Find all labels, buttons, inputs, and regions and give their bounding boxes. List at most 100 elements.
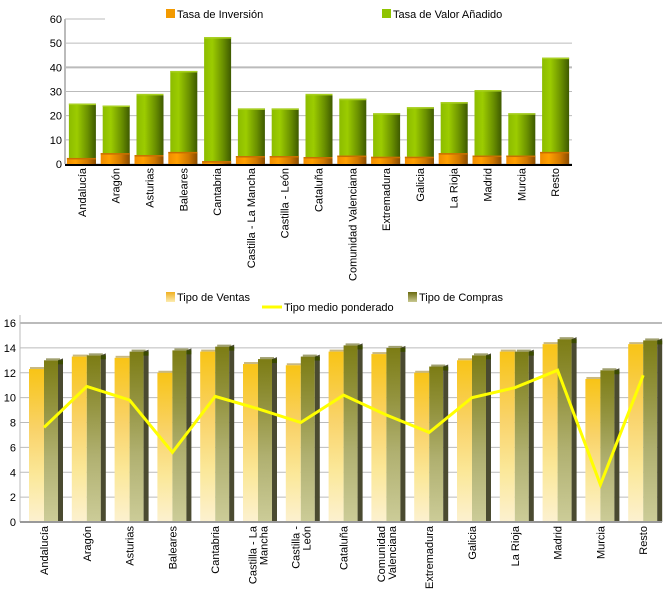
bar-top bbox=[540, 151, 570, 154]
bar-top bbox=[136, 93, 164, 96]
bar-depth bbox=[458, 358, 473, 361]
bar-depth bbox=[372, 352, 388, 355]
x-tick-label: Galicia bbox=[467, 525, 479, 560]
x-tick-label: Andalucía bbox=[77, 167, 89, 217]
x-tick-label: Cataluña bbox=[339, 525, 351, 570]
bar-tasa-de-valor-anadido-resto bbox=[542, 57, 570, 164]
y-tick-label: 4 bbox=[10, 467, 16, 479]
x-tick-label: La Rioja bbox=[449, 167, 461, 208]
x-tick-label: Comunidad Valenciana bbox=[347, 167, 359, 281]
bar-side bbox=[400, 345, 406, 522]
x-tick-label: Resto bbox=[550, 168, 562, 197]
bar-tipo-de-compras-baleares bbox=[172, 350, 187, 522]
bar-tipo-de-compras-galicia bbox=[472, 355, 486, 522]
bar-tipo-de-compras-murcia bbox=[600, 370, 615, 522]
bar-side-top bbox=[614, 370, 620, 375]
bar-tipo-de-compras-asturias bbox=[129, 351, 144, 522]
bar-tasa-de-inversion-madrid bbox=[472, 155, 502, 164]
bar-side bbox=[229, 344, 235, 522]
y-tick-label: 10 bbox=[4, 393, 16, 405]
y-tick-label: 0 bbox=[10, 517, 16, 529]
bar-top bbox=[474, 90, 502, 92]
bar-tasa-de-valor-anadido-galicia bbox=[406, 107, 434, 164]
bar-depth bbox=[474, 353, 488, 356]
x-tick-label: Aragón bbox=[82, 526, 94, 561]
x-tick-label: Castilla - La Mancha bbox=[246, 167, 258, 268]
bar-side bbox=[571, 337, 577, 522]
bar-side-top bbox=[357, 345, 363, 350]
bar-top bbox=[337, 155, 367, 158]
bar-top bbox=[134, 155, 164, 157]
x-tick-label: Cataluña bbox=[314, 167, 326, 212]
x-tick-label: Andalucía bbox=[39, 525, 51, 575]
bar-depth bbox=[30, 367, 45, 370]
bar-tipo-de-ventas-madrid bbox=[542, 344, 558, 522]
bar-side-top bbox=[571, 339, 577, 344]
bar-depth bbox=[602, 368, 617, 371]
bar-tipo-de-compras-andalucia bbox=[44, 360, 58, 522]
legend-label-tipo-compras: Tipo de Compras bbox=[419, 292, 503, 304]
bar-top bbox=[542, 57, 570, 60]
bar-top bbox=[237, 108, 265, 110]
legend-label-tasa-valor-anadido: Tasa de Valor Añadido bbox=[393, 9, 502, 21]
bar-side-top bbox=[186, 350, 192, 355]
bar-top bbox=[472, 155, 502, 158]
bar-tasa-de-inversion-castilla-leon bbox=[269, 156, 299, 164]
bar-tasa-de-inversion-resto bbox=[540, 151, 570, 164]
bar-top bbox=[204, 37, 232, 39]
bar-tasa-de-valor-anadido-comunidad-valenciana bbox=[339, 98, 367, 164]
y-tick-label: 2 bbox=[10, 492, 16, 504]
bar-side-top bbox=[657, 340, 663, 345]
x-tick-label: Extremadura bbox=[381, 167, 393, 231]
bar-depth bbox=[645, 338, 660, 341]
bar-side bbox=[143, 349, 149, 522]
bar-tipo-de-ventas-castilla-leon bbox=[285, 365, 301, 522]
bar-side-top bbox=[528, 351, 534, 356]
bar-tasa-de-valor-anadido-extremadura bbox=[373, 113, 401, 164]
chart-inversion-valor-anadido: 0 10 20 30 40 50 60 Andalucía Aragón Asturias Bal… bbox=[50, 9, 572, 281]
x-tick-label: Asturias bbox=[125, 526, 137, 566]
legend-swatch-tasa-valor-anadido bbox=[382, 9, 391, 18]
x-tick-label: Baleares bbox=[178, 168, 190, 212]
bar-side bbox=[443, 364, 449, 522]
bar-top bbox=[66, 157, 96, 160]
bar-top bbox=[438, 153, 468, 155]
bar-depth bbox=[72, 354, 88, 357]
y-tick-label: 12 bbox=[4, 368, 16, 380]
bar-depth bbox=[559, 337, 574, 340]
x-tick-label: Castilla - León bbox=[280, 168, 292, 238]
y-tick-label: 20 bbox=[50, 111, 62, 123]
y-tick-label: 10 bbox=[50, 135, 62, 147]
bar-tasa-de-inversion-galicia bbox=[404, 156, 434, 164]
x-tick-label: Cantabria bbox=[212, 167, 224, 216]
bar-depth bbox=[88, 353, 103, 356]
x-tick-label: Aragón bbox=[111, 168, 123, 203]
chart-tipos-ventas-compras: 0 2 4 6 8 10 12 14 16 Andalucía Aragón Asturias Bal… bbox=[4, 292, 663, 589]
y-tick-label: 50 bbox=[50, 38, 62, 50]
legend-swatch-tipo-ventas bbox=[166, 292, 175, 302]
legend-swatch-tipo-compras bbox=[408, 292, 417, 302]
y-tick-label: 14 bbox=[4, 343, 16, 355]
bar-top bbox=[440, 102, 468, 104]
bar-tipo-de-ventas-castilla-la-mancha bbox=[243, 364, 258, 522]
bar-tipo-de-ventas-resto bbox=[628, 344, 644, 522]
bar-tipo-de-ventas-aragon bbox=[71, 356, 87, 522]
bar-tipo-de-ventas-asturias bbox=[114, 357, 130, 522]
bar-depth bbox=[131, 349, 146, 352]
bar-depth bbox=[115, 355, 131, 358]
bar-top bbox=[406, 107, 434, 109]
bar-tipo-de-ventas-cataluna bbox=[328, 351, 344, 522]
bar-tasa-de-inversion-extremadura bbox=[371, 156, 401, 164]
bar-side bbox=[657, 338, 663, 522]
bar-side-top bbox=[58, 360, 63, 365]
bar-top bbox=[373, 113, 401, 115]
bar-top bbox=[305, 93, 333, 96]
bar-top bbox=[100, 153, 130, 155]
bar-tipo-de-ventas-extremadura bbox=[414, 372, 430, 522]
bar-depth bbox=[543, 342, 559, 345]
bar-depth bbox=[415, 370, 431, 373]
bar-tipo-de-compras-extremadura bbox=[429, 366, 444, 522]
x-tick-label: Murcia bbox=[595, 525, 607, 559]
bar-side bbox=[528, 349, 534, 522]
bar-depth bbox=[201, 349, 217, 352]
